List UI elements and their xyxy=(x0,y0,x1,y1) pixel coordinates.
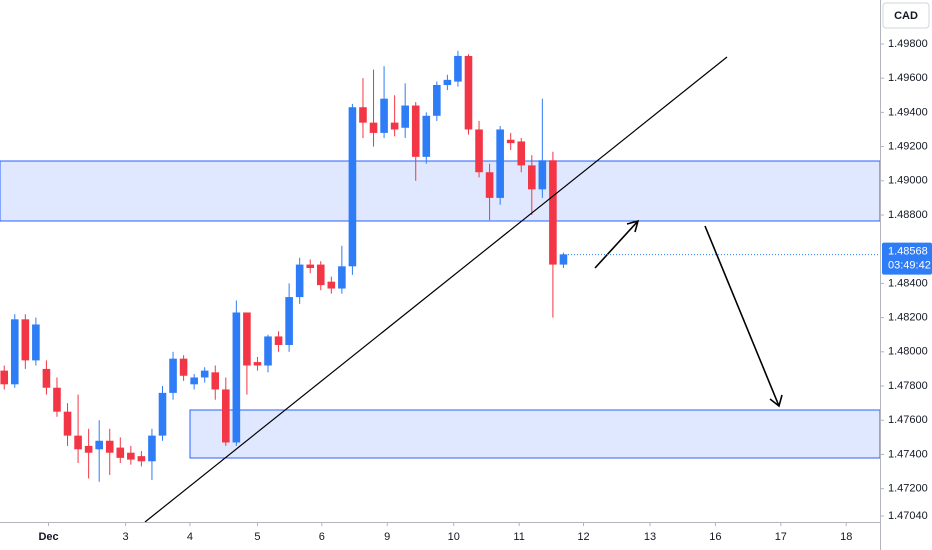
candle-body xyxy=(158,392,167,436)
y-tick-label: 1.49200 xyxy=(888,140,928,152)
candle-body xyxy=(127,452,135,460)
candle-body xyxy=(443,79,452,86)
candle-body xyxy=(211,372,220,390)
x-tick-label: Dec xyxy=(38,531,58,543)
candle-body xyxy=(53,387,61,412)
candle-body xyxy=(264,336,272,366)
last-price-box xyxy=(882,242,932,275)
candle-body xyxy=(390,122,399,130)
currency-box[interactable] xyxy=(882,2,930,29)
x-tick-label: 17 xyxy=(775,531,787,543)
resistance-zone xyxy=(0,160,881,222)
x-tick-label: 4 xyxy=(187,531,193,543)
candle-body xyxy=(454,55,462,82)
candle-body xyxy=(348,107,357,267)
x-tick-label: 18 xyxy=(840,531,852,543)
candle-body xyxy=(84,445,93,453)
x-tick-label: 10 xyxy=(448,531,460,543)
last-price-label: 1.48568 xyxy=(888,246,928,258)
y-tick-label: 1.49000 xyxy=(888,175,928,187)
candle-body xyxy=(295,264,304,298)
arrow-up xyxy=(594,220,639,269)
y-tick-label: 1.48400 xyxy=(888,277,928,289)
candle-body xyxy=(316,264,325,286)
candle-body xyxy=(327,281,336,289)
candle-body xyxy=(200,370,209,378)
x-tick-label: 13 xyxy=(644,531,656,543)
candle-body xyxy=(475,129,483,173)
candles xyxy=(0,50,568,482)
x-tick-label: 11 xyxy=(513,531,524,543)
candle-body xyxy=(538,160,547,190)
candle-body xyxy=(190,377,198,385)
candle-body xyxy=(338,266,346,289)
y-tick-label: 1.47800 xyxy=(888,380,928,392)
x-tick-label: 16 xyxy=(709,531,721,543)
candle-body xyxy=(137,456,146,462)
candle-body xyxy=(306,264,315,269)
candle-body xyxy=(528,165,536,190)
candle-body xyxy=(517,141,526,166)
candle-body xyxy=(433,85,441,116)
x-tick-label: 3 xyxy=(123,531,129,543)
candle-body xyxy=(10,319,19,385)
support-zone xyxy=(189,409,881,459)
candle-body xyxy=(559,254,568,265)
y-tick-label: 1.49600 xyxy=(888,72,928,84)
candle-body xyxy=(549,160,557,265)
candle-body xyxy=(274,336,283,345)
x-tick-label: 6 xyxy=(319,531,325,543)
candle-body xyxy=(506,139,515,144)
y-tick-label: 1.48000 xyxy=(888,346,928,358)
y-tick-label: 1.48800 xyxy=(888,209,928,221)
y-tick-label: 1.49400 xyxy=(888,106,928,118)
y-tick-label: 1.49800 xyxy=(888,38,928,50)
candle-body xyxy=(369,122,378,133)
currency: CAD xyxy=(894,10,918,22)
x-tick-label: 5 xyxy=(254,531,260,543)
candle-body xyxy=(95,440,103,450)
candle-body xyxy=(74,435,82,450)
candle-body xyxy=(496,129,504,198)
candle-body xyxy=(380,98,388,133)
candle-body xyxy=(485,172,494,198)
y-tick-label: 1.47400 xyxy=(888,448,928,460)
candle-body xyxy=(464,55,473,130)
candle-body xyxy=(21,319,30,361)
arrow-up-head xyxy=(626,219,640,233)
candle-body xyxy=(222,389,230,443)
candle-body xyxy=(0,370,9,385)
y-tick-label: 1.47200 xyxy=(888,483,928,495)
candle-body xyxy=(116,447,125,458)
candle-body xyxy=(253,362,262,366)
candle-body xyxy=(63,411,72,436)
candle-body xyxy=(32,324,40,361)
candle-body xyxy=(359,107,367,123)
trend-line xyxy=(144,56,728,523)
candle-body xyxy=(411,105,420,157)
candle-body xyxy=(148,435,156,462)
candle-body xyxy=(179,358,188,376)
y-tick-label: 1.47040 xyxy=(888,510,928,522)
arrows xyxy=(594,219,783,408)
candle-body xyxy=(401,105,409,128)
candle-body xyxy=(42,368,51,388)
arrow-down-head xyxy=(769,394,783,408)
candle-body xyxy=(285,297,293,345)
candle-body xyxy=(232,312,241,443)
y-tick-label: 1.48200 xyxy=(888,312,928,324)
y-tick-label: 1.47600 xyxy=(888,414,928,426)
candle-body xyxy=(243,312,251,366)
candle-body xyxy=(105,440,114,453)
arrow-down xyxy=(704,225,780,407)
candle-body xyxy=(422,115,431,157)
candle-body xyxy=(169,358,177,393)
x-tick-label: 9 xyxy=(384,531,390,543)
x-tick-label: 12 xyxy=(577,531,589,543)
countdown: 03:49:42 xyxy=(888,260,931,272)
